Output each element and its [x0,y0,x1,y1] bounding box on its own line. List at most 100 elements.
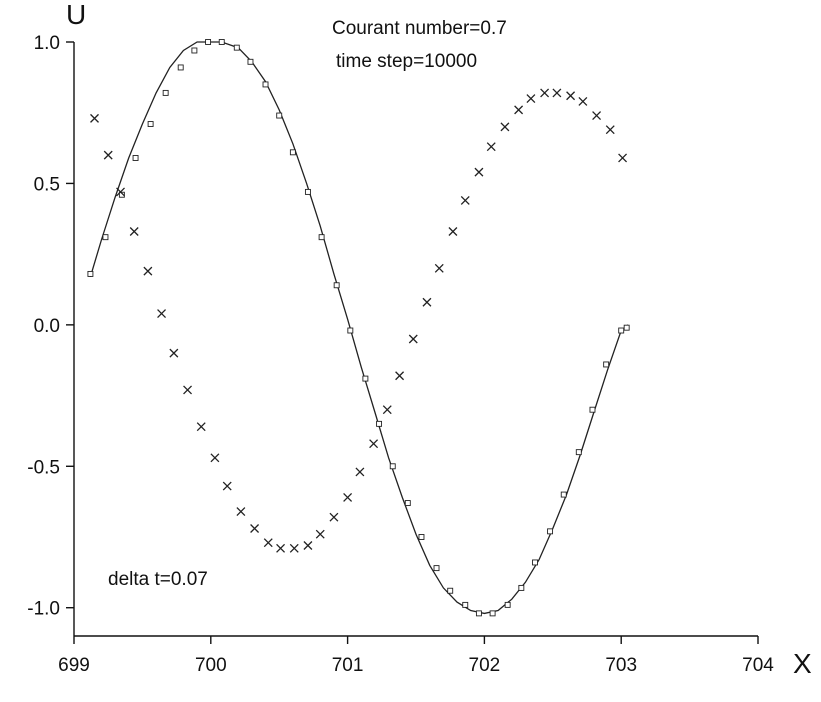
y-tick-label: 0.5 [34,174,60,195]
square-marker [304,188,311,195]
square-marker [118,191,125,198]
cross-marker [222,481,232,491]
square-marker [233,44,240,51]
square-marker [376,420,383,427]
cross-marker [129,227,139,236]
y-axis-title: U [66,0,86,30]
y-tick-label: -1.0 [27,599,60,620]
square-marker [87,270,94,277]
x-ticks: 699 700 701 702 703 704 [58,636,774,676]
square-marker [262,81,269,88]
square-marker [575,449,582,456]
cross-marker [526,94,536,104]
cross-marker [355,467,365,477]
cross-marker [250,524,260,533]
square-marker [247,58,254,65]
square-marker [318,234,325,241]
cross-marker [500,122,510,132]
square-marker [102,234,109,241]
cross-marker [157,309,167,319]
square-marker [560,491,567,498]
series-1 [89,41,629,615]
cross-marker [143,266,153,276]
cross-marker [460,195,470,205]
square-marker [389,463,396,470]
square-marker [603,361,610,368]
square-marker [205,39,212,45]
square-marker [418,534,425,540]
x-tick-label: 702 [469,655,501,676]
cross-marker [514,105,524,115]
cross-marker [566,91,576,101]
cross-marker [169,348,179,358]
cross-marker [289,543,299,553]
cross-marker [183,385,193,395]
cross-marker [329,512,339,522]
square-marker [618,327,625,334]
square-marker [475,610,482,617]
x-tick-label: 704 [742,655,774,676]
square-marker [462,601,469,608]
cross-marker [434,263,444,273]
cross-marker [540,88,550,98]
cross-marker [303,541,313,550]
time-step-annotation: time step=10000 [336,51,477,72]
square-marker [147,121,154,127]
x-tick-label: 700 [195,655,227,676]
square-marker [589,406,596,413]
square-marker [504,601,511,608]
square-marker [191,47,198,54]
axes [73,42,758,637]
x-tick-label: 699 [58,655,90,676]
cross-marker [422,297,432,307]
square-marker [518,584,525,591]
cross-marker [103,150,113,160]
square-marker [447,587,454,594]
square-marker [347,327,354,334]
square-marker [218,39,225,45]
y-tick-label: 0.0 [34,316,60,337]
delta-t-annotation: delta t=0.07 [108,569,208,590]
square-marker [489,610,496,617]
square-marker [177,64,184,71]
series-2 [87,39,630,617]
square-marker [362,375,369,382]
cross-marker [552,88,562,98]
cross-marker [90,113,99,123]
square-marker [276,112,283,119]
cross-marker [618,153,628,163]
cross-marker [448,227,458,236]
series-3 [90,88,628,553]
cross-marker [395,371,405,381]
cross-marker [236,507,246,517]
cross-marker [578,96,588,106]
square-marker [433,565,440,572]
y-ticks: 1.0 0.5 0.0 -0.5 -1.0 [27,33,74,620]
x-tick-label: 703 [605,655,637,676]
cross-marker [315,529,325,539]
y-tick-label: -0.5 [27,457,60,478]
square-marker [404,500,411,507]
square-marker [623,324,630,331]
cross-marker [210,453,220,463]
cross-marker [408,334,418,344]
x-axis-title: X [793,648,812,679]
cross-marker [276,543,286,553]
x-tick-label: 701 [332,655,364,676]
y-tick-label: 1.0 [34,33,60,54]
cross-marker [486,142,496,152]
cross-marker [474,167,484,177]
cross-marker [196,422,206,432]
courant-number-annotation: Courant number=0.7 [332,18,507,39]
series-line [89,41,629,615]
square-marker [547,528,554,535]
square-marker [289,149,296,156]
cross-marker [592,111,602,121]
cross-marker [263,538,273,548]
cross-marker [343,492,353,502]
cross-marker [369,439,379,449]
square-marker [162,89,169,96]
cross-marker [382,405,392,415]
square-marker [333,282,340,289]
